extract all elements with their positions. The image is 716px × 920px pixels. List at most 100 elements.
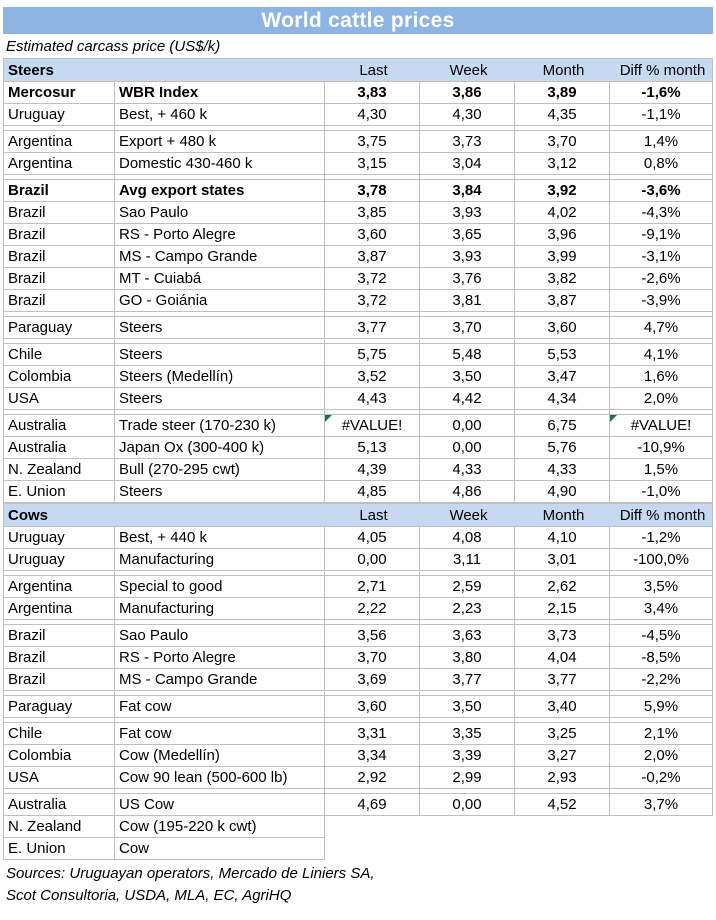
- country-cell: Australia: [3, 415, 115, 437]
- table-row: N. Zealand Bull (270-295 cwt) 4,39 4,33 4,33…: [3, 459, 713, 481]
- country-cell: Paraguay: [3, 696, 115, 718]
- section-title: Steers: [8, 61, 54, 79]
- product-cell: Fat cow: [115, 696, 325, 718]
- spacer-cell: [325, 718, 420, 723]
- week-cell: 3,93: [420, 246, 515, 268]
- table-row: Argentina Export + 480 k 3,75 3,73 3,70 1,4%: [3, 131, 713, 153]
- column-header-week: Week: [449, 61, 488, 79]
- diff-cell: -2,2%: [610, 669, 713, 691]
- product-cell: Steers: [115, 481, 325, 503]
- price-table: Steers Last Week Month Diff % month Mercosur W…: [3, 58, 713, 860]
- product-cell: Cow 90 lean (500-600 lb): [115, 767, 325, 789]
- month-cell: 3,25: [515, 723, 610, 745]
- last-cell: 3,34: [325, 745, 420, 767]
- spacer-cell: [3, 691, 115, 696]
- product-cell: Fat cow: [115, 723, 325, 745]
- week-cell: 0,00: [420, 437, 515, 459]
- spacer-cell: [610, 718, 713, 723]
- table-row: Argentina Domestic 430-460 k 3,15 3,04 3,12 0…: [3, 153, 713, 175]
- spacer-cell: [3, 620, 115, 625]
- last-cell: 4,05: [325, 527, 420, 549]
- product-cell: Bull (270-295 cwt): [115, 459, 325, 481]
- week-cell: 3,84: [420, 180, 515, 202]
- week-cell: 4,08: [420, 527, 515, 549]
- group-separator: [3, 312, 713, 317]
- product-cell: MS - Campo Grande: [115, 246, 325, 268]
- week-cell: 3,80: [420, 647, 515, 669]
- country-cell: Brazil: [3, 268, 115, 290]
- week-cell: 2,23: [420, 598, 515, 620]
- month-cell: 6,75: [515, 415, 610, 437]
- table-row: Brazil MS - Campo Grande 3,69 3,77 3,77 -2,2%: [3, 669, 713, 691]
- week-cell: 3,73: [420, 131, 515, 153]
- diff-cell: -10,9%: [610, 437, 713, 459]
- table-row: Brazil Avg export states 3,78 3,84 3,92 -3,6%: [3, 180, 713, 202]
- spacer-cell: [325, 175, 420, 180]
- spacer-cell: [420, 339, 515, 344]
- diff-cell: #VALUE!: [610, 415, 713, 437]
- month-cell: 2,93: [515, 767, 610, 789]
- week-cell: 4,33: [420, 459, 515, 481]
- spacer-cell: [515, 126, 610, 131]
- last-cell: 5,13: [325, 437, 420, 459]
- spacer-cell: [515, 789, 610, 794]
- spacer-cell: [420, 410, 515, 415]
- product-cell: Japan Ox (300-400 k): [115, 437, 325, 459]
- diff-cell: 1,4%: [610, 131, 713, 153]
- product-cell: GO - Goiánia: [115, 290, 325, 312]
- week-cell: 2,99: [420, 767, 515, 789]
- country-cell: Brazil: [3, 290, 115, 312]
- product-cell: WBR Index: [115, 82, 325, 104]
- country-cell: Chile: [3, 723, 115, 745]
- spacer-cell: [515, 175, 610, 180]
- last-cell: 2,22: [325, 598, 420, 620]
- product-cell: Steers (Medellín): [115, 366, 325, 388]
- section-header-cows: Cows Last Week Month Diff % month: [3, 503, 713, 527]
- sources-note: Sources: Uruguayan operators, Mercado de…: [3, 863, 713, 907]
- diff-cell: -3,9%: [610, 290, 713, 312]
- table-row: Australia Trade steer (170-230 k) #VALUE! 0…: [3, 415, 713, 437]
- week-cell: 3,77: [420, 669, 515, 691]
- week-cell: [420, 838, 515, 860]
- country-cell: Colombia: [3, 745, 115, 767]
- month-cell: 4,52: [515, 794, 610, 816]
- last-cell: 3,87: [325, 246, 420, 268]
- diff-cell: -0,2%: [610, 767, 713, 789]
- country-cell: USA: [3, 388, 115, 410]
- table-row: Argentina Special to good 2,71 2,59 2,62 3,5%: [3, 576, 713, 598]
- diff-cell: 2,0%: [610, 745, 713, 767]
- last-cell: #VALUE!: [325, 415, 420, 437]
- last-cell: 3,60: [325, 696, 420, 718]
- product-cell: Trade steer (170-230 k): [115, 415, 325, 437]
- country-cell: Colombia: [3, 366, 115, 388]
- spacer-cell: [610, 571, 713, 576]
- country-cell: Paraguay: [3, 317, 115, 339]
- country-cell: N. Zealand: [3, 816, 115, 838]
- worksheet: World cattle prices Estimated carcass pr…: [3, 7, 713, 907]
- week-cell: 3,04: [420, 153, 515, 175]
- table-row: Australia US Cow 4,69 0,00 4,52 3,7%: [3, 794, 713, 816]
- country-cell: Uruguay: [3, 104, 115, 126]
- country-cell: Argentina: [3, 131, 115, 153]
- last-cell: 4,85: [325, 481, 420, 503]
- table-row: Brazil RS - Porto Alegre 3,60 3,65 3,96 -9,1%: [3, 224, 713, 246]
- diff-cell: -1,6%: [610, 82, 713, 104]
- week-cell: 4,30: [420, 104, 515, 126]
- diff-cell: 2,0%: [610, 388, 713, 410]
- diff-cell: 3,7%: [610, 794, 713, 816]
- table-row: Chile Fat cow 3,31 3,35 3,25 2,1%: [3, 723, 713, 745]
- country-cell: Brazil: [3, 625, 115, 647]
- spacer-cell: [115, 571, 325, 576]
- diff-cell: -9,1%: [610, 224, 713, 246]
- group-separator: [3, 571, 713, 576]
- month-cell: 3,60: [515, 317, 610, 339]
- spacer-cell: [325, 691, 420, 696]
- spacer-cell: [115, 691, 325, 696]
- product-cell: Cow (195-220 k cwt): [115, 816, 325, 838]
- spacer-cell: [3, 126, 115, 131]
- diff-cell: 1,6%: [610, 366, 713, 388]
- spacer-cell: [325, 571, 420, 576]
- product-cell: Export + 480 k: [115, 131, 325, 153]
- spacer-cell: [515, 312, 610, 317]
- month-cell: 3,70: [515, 131, 610, 153]
